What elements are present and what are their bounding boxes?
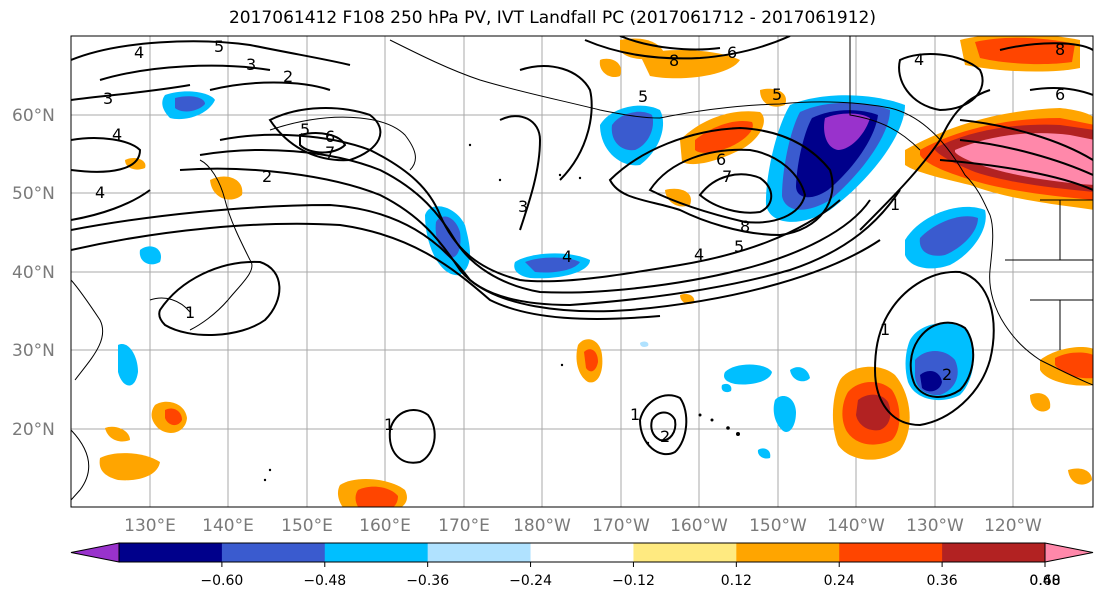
colorbar-segment xyxy=(324,543,429,562)
svg-text:5: 5 xyxy=(772,85,782,104)
svg-text:20°N: 20°N xyxy=(12,420,55,440)
svg-text:8: 8 xyxy=(1055,40,1065,59)
colorbar-extend-low xyxy=(70,542,120,563)
colorbar-tick-label: −0.12 xyxy=(612,573,655,589)
svg-text:4: 4 xyxy=(112,125,122,144)
svg-text:120°W: 120°W xyxy=(984,516,1042,536)
colorbar-tick-label: 0.60 xyxy=(1029,573,1060,589)
map-border xyxy=(70,35,1094,508)
colorbar-segment xyxy=(221,543,326,562)
colorbar-extend-high xyxy=(1044,542,1094,563)
colorbar-tick-label: 0.48 xyxy=(1029,573,1060,589)
svg-text:1: 1 xyxy=(384,415,394,434)
svg-text:150°W: 150°W xyxy=(749,516,807,536)
svg-text:140°E: 140°E xyxy=(202,516,254,536)
svg-text:2: 2 xyxy=(262,167,272,186)
colorbar-tick-label: −0.60 xyxy=(200,573,243,589)
latitude-labels: 60°N 50°N 40°N 30°N 20°N xyxy=(12,106,55,440)
svg-text:130°E: 130°E xyxy=(124,516,176,536)
svg-text:2: 2 xyxy=(660,427,670,446)
svg-text:8: 8 xyxy=(740,217,750,236)
svg-text:170°E: 170°E xyxy=(438,516,490,536)
shading-layer xyxy=(99,36,1093,507)
colorbar-tick-label: 0.12 xyxy=(721,573,752,589)
colorbar-tick-label: −0.36 xyxy=(406,573,449,589)
colorbar-segment xyxy=(736,543,840,562)
colorbar-segment xyxy=(942,543,1046,562)
colorbar-segment xyxy=(633,543,737,562)
colorbar xyxy=(70,542,1094,563)
svg-text:2: 2 xyxy=(283,67,293,86)
colorbar-border xyxy=(118,542,1046,563)
svg-text:130°W: 130°W xyxy=(906,516,964,536)
svg-text:1: 1 xyxy=(630,405,640,424)
colorbar-tick-label: −0.48 xyxy=(303,573,346,589)
svg-text:3: 3 xyxy=(518,197,528,216)
svg-text:160°W: 160°W xyxy=(670,516,728,536)
svg-text:6: 6 xyxy=(716,150,726,169)
svg-text:5: 5 xyxy=(300,120,310,139)
svg-text:7: 7 xyxy=(325,143,335,162)
svg-text:3: 3 xyxy=(246,55,256,74)
svg-text:4: 4 xyxy=(95,183,105,202)
colorbar-tick-label: −0.24 xyxy=(509,573,552,589)
svg-text:8: 8 xyxy=(669,51,679,70)
svg-text:4: 4 xyxy=(134,43,144,62)
colorbar-segment xyxy=(839,543,943,562)
svg-text:1: 1 xyxy=(185,303,195,322)
svg-text:6: 6 xyxy=(325,127,335,146)
longitude-labels: 130°E 140°E 150°E 160°E 170°E 180°W 170°… xyxy=(124,516,1042,536)
svg-text:180°W: 180°W xyxy=(513,516,571,536)
colorbar-segment xyxy=(119,543,223,562)
svg-text:50°N: 50°N xyxy=(12,184,55,204)
svg-text:5: 5 xyxy=(214,37,224,56)
colorbar-tick-label: 0.36 xyxy=(927,573,958,589)
svg-text:2: 2 xyxy=(942,365,952,384)
colorbar-segment xyxy=(530,543,634,562)
contour-labels: 4 5 3 2 3 4 4 5 6 7 2 3 4 5 6 7 8 4 5 1 … xyxy=(95,37,1065,446)
svg-text:4: 4 xyxy=(694,245,704,264)
colorbar-tick-label: 0.24 xyxy=(824,573,855,589)
svg-text:5: 5 xyxy=(734,237,744,256)
svg-text:4: 4 xyxy=(914,50,924,69)
svg-text:6: 6 xyxy=(1055,85,1065,104)
svg-text:7: 7 xyxy=(722,167,732,186)
svg-text:160°E: 160°E xyxy=(359,516,411,536)
gridlines xyxy=(71,36,1093,507)
svg-text:140°W: 140°W xyxy=(827,516,885,536)
coastlines xyxy=(71,36,1093,501)
svg-text:60°N: 60°N xyxy=(12,106,55,126)
svg-text:3: 3 xyxy=(103,89,113,108)
colorbar-tick-labels: −0.60 −0.48 −0.36 −0.24 −0.12 0.12 0.24 0.36 0.4… xyxy=(200,562,1061,589)
svg-text:150°E: 150°E xyxy=(281,516,333,536)
svg-text:30°N: 30°N xyxy=(12,341,55,361)
svg-text:1: 1 xyxy=(880,320,890,339)
svg-text:4: 4 xyxy=(562,247,572,266)
pv-contours xyxy=(71,36,1093,464)
colorbar-segment xyxy=(427,543,532,562)
svg-text:170°W: 170°W xyxy=(592,516,650,536)
svg-text:5: 5 xyxy=(638,87,648,106)
svg-text:1: 1 xyxy=(890,195,900,214)
map-title: 2017061412 F108 250 hPa PV, IVT Landfall… xyxy=(228,8,876,28)
svg-text:40°N: 40°N xyxy=(12,263,55,283)
svg-text:6: 6 xyxy=(727,43,737,62)
